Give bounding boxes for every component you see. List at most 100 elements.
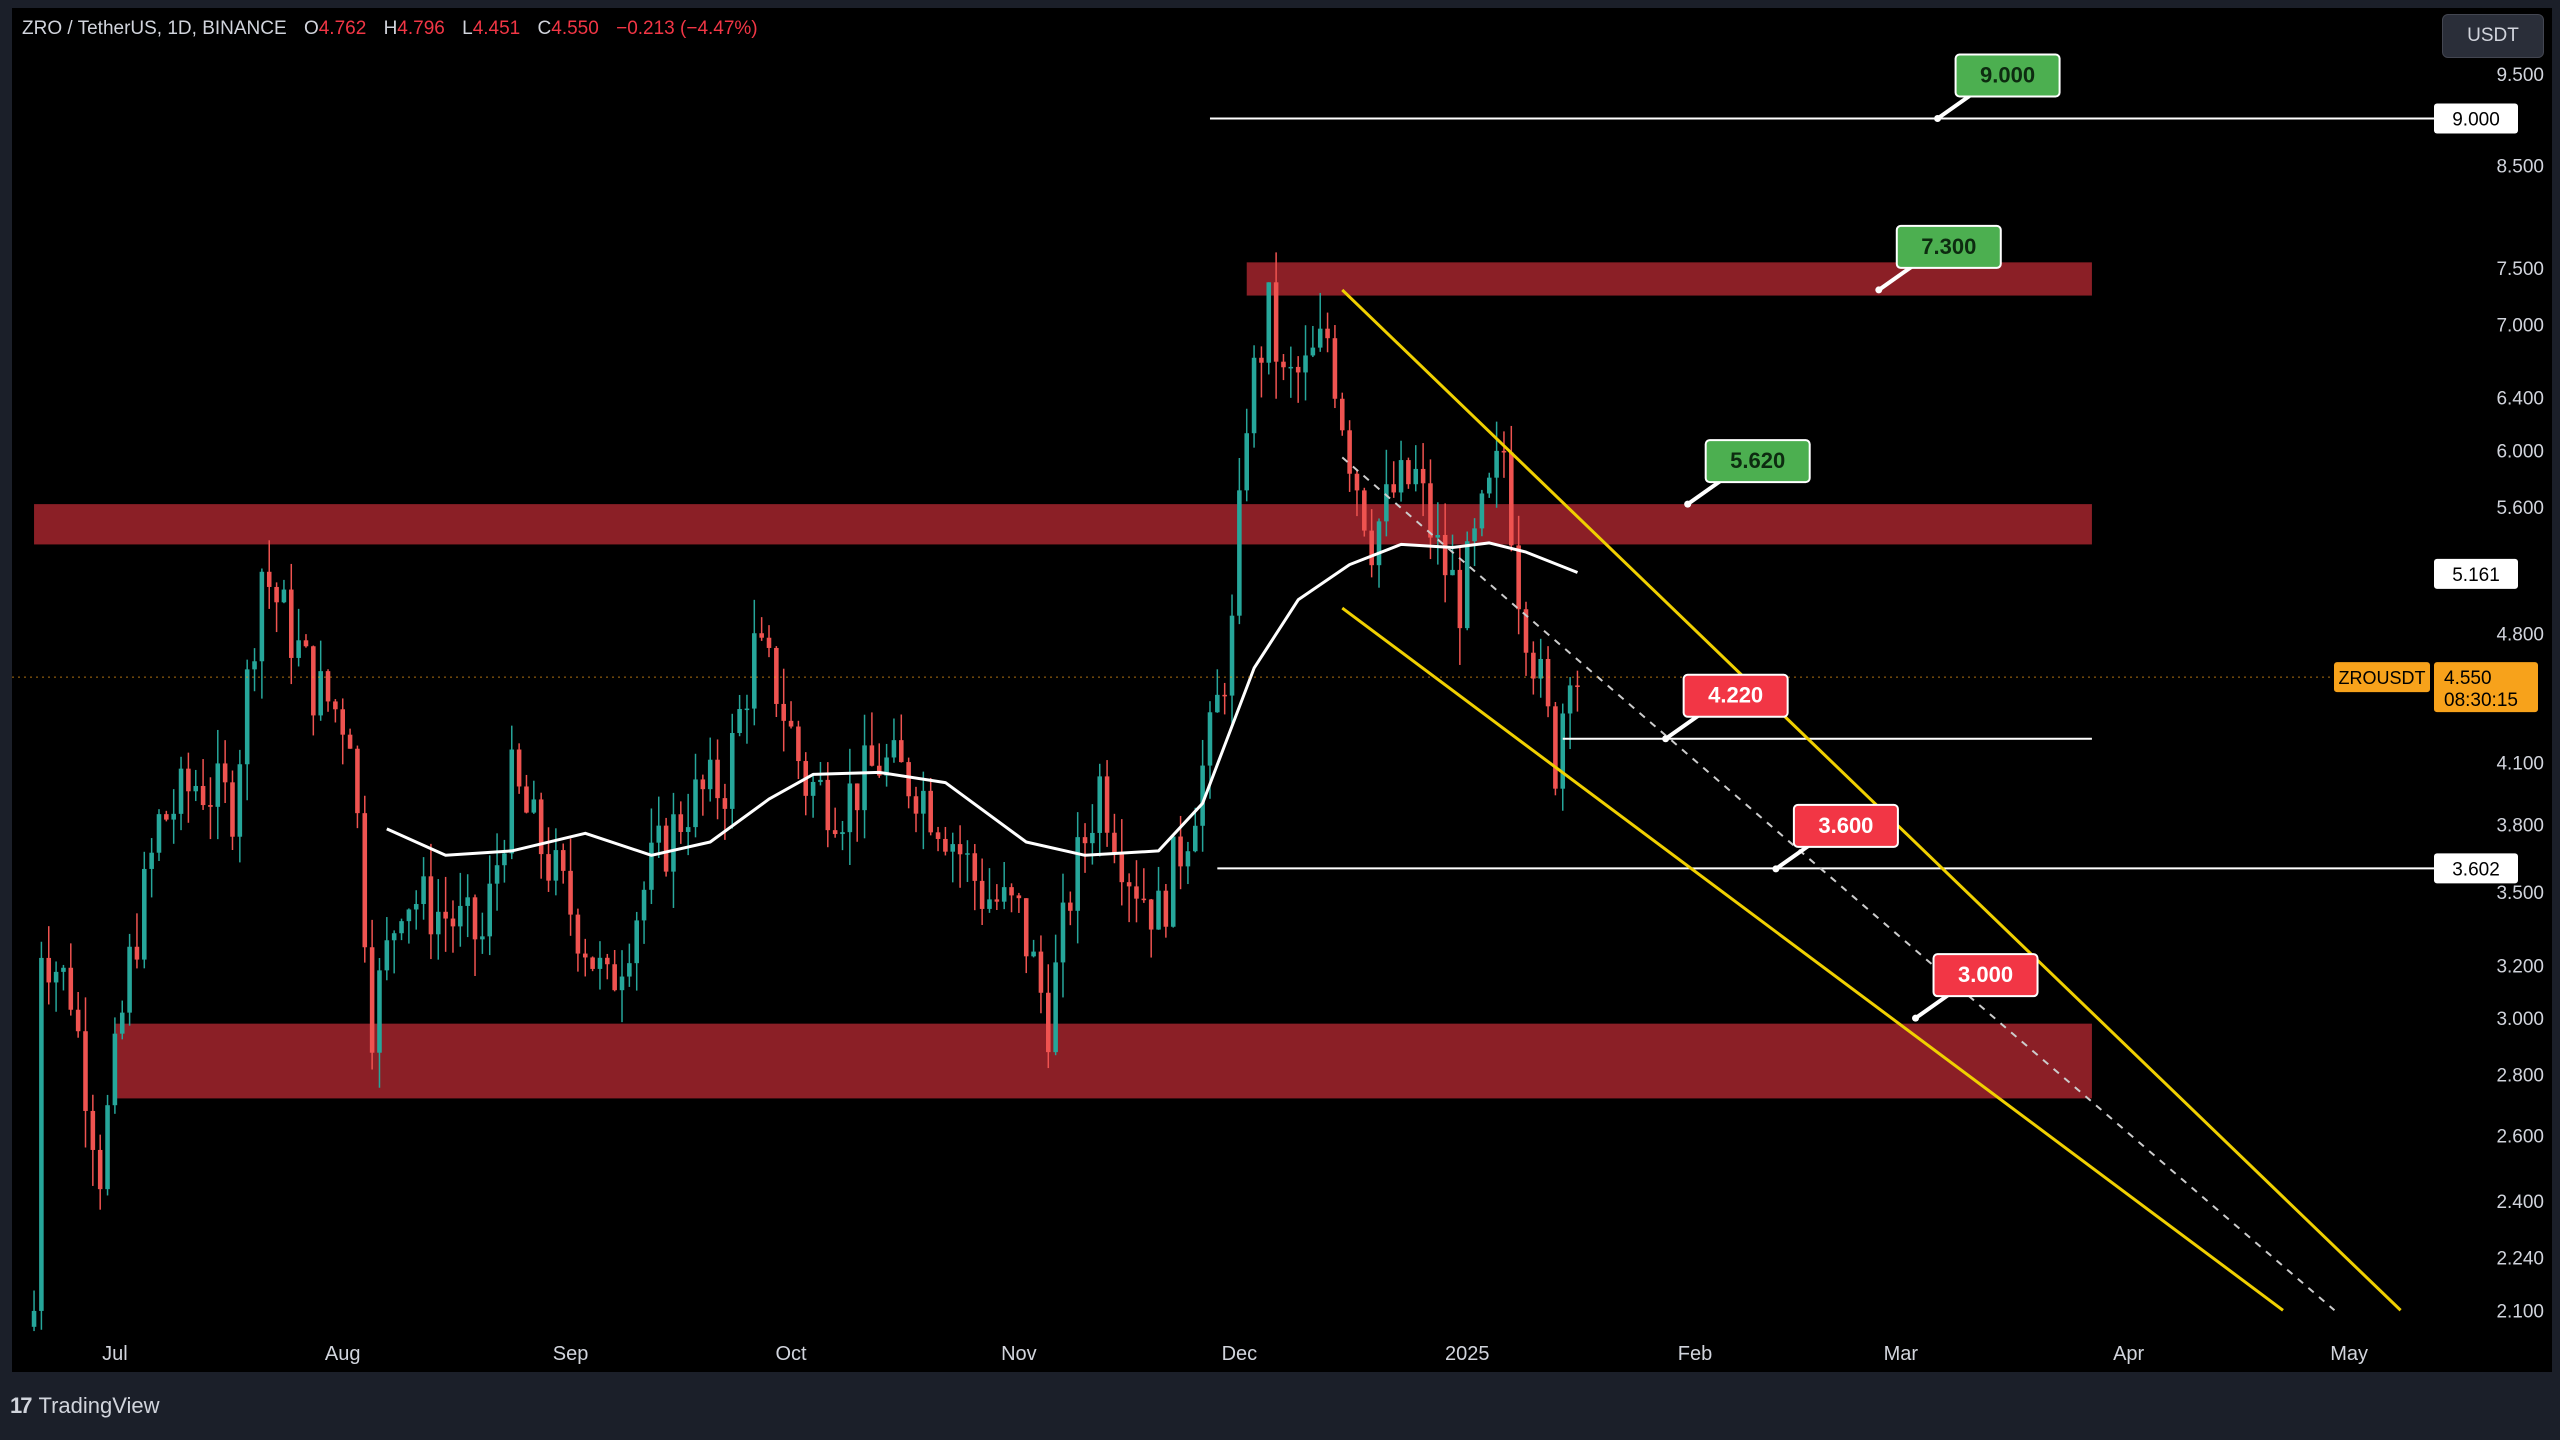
resistance-zone-0[interactable] — [34, 504, 2092, 545]
candle[interactable] — [487, 883, 492, 937]
candle[interactable] — [222, 763, 228, 783]
candle[interactable] — [627, 963, 632, 977]
candle[interactable] — [899, 740, 904, 763]
candle[interactable] — [494, 865, 500, 884]
candle[interactable] — [1310, 347, 1316, 356]
candle[interactable] — [847, 783, 853, 833]
candle[interactable] — [766, 637, 772, 648]
candle[interactable] — [685, 827, 691, 832]
candle[interactable] — [700, 779, 706, 790]
candle[interactable] — [994, 899, 1000, 902]
candle[interactable] — [884, 757, 889, 776]
candle[interactable] — [215, 763, 221, 807]
candle[interactable] — [237, 764, 243, 837]
candle[interactable] — [1362, 490, 1367, 531]
candle[interactable] — [1531, 652, 1536, 679]
candle[interactable] — [134, 946, 140, 960]
candle[interactable] — [1178, 836, 1183, 867]
candle[interactable] — [1545, 658, 1551, 707]
candle[interactable] — [1119, 854, 1125, 883]
candle[interactable] — [465, 897, 470, 906]
candle[interactable] — [1494, 450, 1499, 478]
candle[interactable] — [1457, 569, 1463, 629]
candle[interactable] — [413, 904, 419, 910]
candle[interactable] — [737, 709, 742, 734]
candle[interactable] — [1163, 890, 1169, 927]
candle[interactable] — [854, 783, 860, 811]
candle[interactable] — [97, 1149, 103, 1190]
candle[interactable] — [788, 720, 794, 727]
candle[interactable] — [979, 880, 985, 909]
candle[interactable] — [524, 786, 529, 813]
candle[interactable] — [377, 970, 382, 1053]
candle[interactable] — [862, 745, 867, 811]
candle[interactable] — [796, 726, 801, 762]
candle[interactable] — [31, 1310, 37, 1327]
candle[interactable] — [531, 799, 537, 813]
candle[interactable] — [1288, 366, 1294, 369]
candle[interactable] — [1001, 887, 1007, 902]
candle[interactable] — [656, 825, 662, 843]
candle[interactable] — [244, 669, 250, 765]
candle[interactable] — [641, 889, 647, 921]
candle[interactable] — [355, 748, 360, 814]
candle[interactable] — [178, 768, 184, 814]
candle[interactable] — [1148, 899, 1154, 930]
tradingview-logo[interactable]: 17 TradingView — [10, 1393, 160, 1419]
candle[interactable] — [1567, 685, 1573, 714]
candle[interactable] — [832, 830, 838, 835]
candle[interactable] — [193, 785, 199, 792]
candle[interactable] — [1046, 992, 1051, 1053]
candle[interactable] — [1442, 534, 1448, 576]
candle[interactable] — [68, 967, 74, 1010]
candle[interactable] — [612, 964, 617, 991]
candle[interactable] — [1332, 338, 1338, 399]
candle[interactable] — [957, 844, 963, 855]
candle[interactable] — [472, 897, 478, 940]
candle[interactable] — [1170, 836, 1176, 927]
candle[interactable] — [1339, 398, 1345, 431]
candle[interactable] — [538, 799, 544, 855]
candle[interactable] — [1295, 366, 1301, 373]
candle[interactable] — [1325, 328, 1330, 339]
candle[interactable] — [1501, 450, 1507, 453]
candle[interactable] — [1538, 658, 1543, 679]
candle[interactable] — [560, 850, 566, 871]
candle[interactable] — [1406, 460, 1411, 485]
candle[interactable] — [340, 709, 346, 735]
candle[interactable] — [744, 708, 750, 711]
candle[interactable] — [619, 976, 625, 991]
candle[interactable] — [1126, 882, 1132, 887]
candle[interactable] — [384, 940, 390, 971]
candle[interactable] — [1428, 483, 1433, 538]
candle[interactable] — [965, 853, 970, 855]
target-callout-1[interactable] — [1895, 224, 2002, 269]
candle[interactable] — [1560, 713, 1566, 789]
candle[interactable] — [1398, 460, 1404, 493]
candle[interactable] — [1112, 832, 1117, 855]
candle[interactable] — [311, 646, 316, 716]
candle[interactable] — [208, 805, 213, 807]
candle[interactable] — [1156, 890, 1161, 930]
candle[interactable] — [1185, 851, 1191, 867]
candle[interactable] — [509, 749, 515, 854]
candle[interactable] — [252, 661, 257, 670]
candle[interactable] — [781, 703, 786, 721]
candle[interactable] — [1053, 962, 1058, 1053]
candle[interactable] — [1376, 521, 1382, 566]
candle[interactable] — [1486, 477, 1492, 494]
candle[interactable] — [1259, 357, 1264, 363]
candle[interactable] — [1207, 712, 1213, 766]
candle[interactable] — [105, 1105, 110, 1190]
candle[interactable] — [421, 876, 426, 905]
candle[interactable] — [1075, 837, 1080, 911]
candle[interactable] — [575, 914, 581, 954]
candle[interactable] — [1420, 468, 1426, 484]
candle[interactable] — [1472, 528, 1477, 542]
candle[interactable] — [553, 850, 559, 881]
candle[interactable] — [649, 842, 654, 890]
candle[interactable] — [156, 814, 162, 853]
candle[interactable] — [774, 647, 779, 704]
candle[interactable] — [1192, 825, 1198, 852]
candle[interactable] — [546, 854, 551, 881]
